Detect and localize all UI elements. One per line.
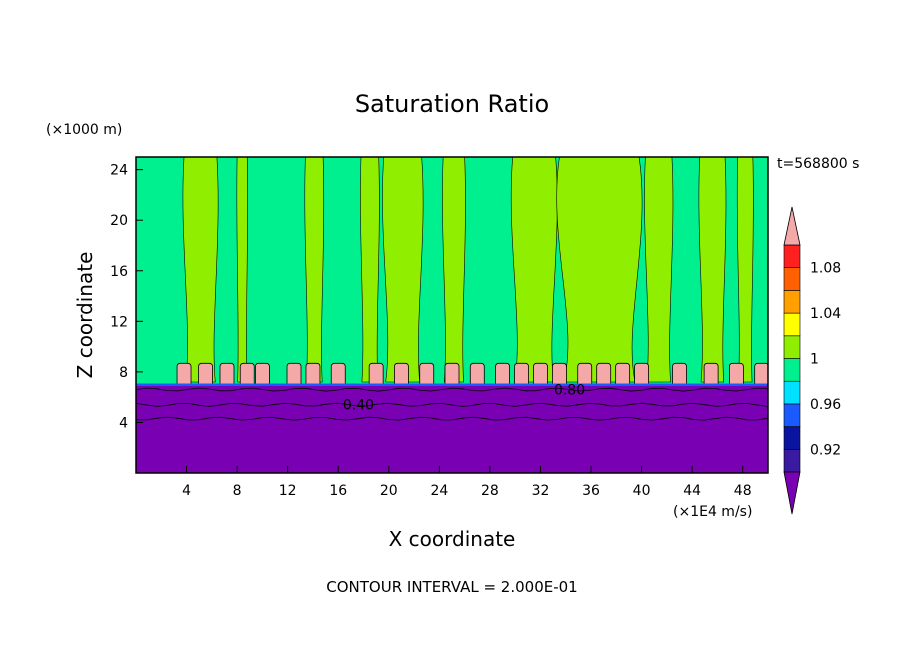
cloud-cell [368, 362, 384, 388]
colorbar-label: 0.96 [810, 397, 841, 413]
cloud-cell [305, 362, 321, 388]
colorbar-label: 0.92 [810, 442, 841, 458]
supersat-column [698, 157, 727, 383]
cloud-cell [533, 362, 548, 388]
colorbar-under-arrow [783, 471, 801, 515]
colorbar-label: 1.04 [810, 306, 841, 322]
cloud-cell [176, 362, 192, 388]
contour-line [136, 387, 768, 392]
x-axis: 4 8 12 16 20 24 28 32 36 40 44 48 [182, 466, 752, 499]
cloud-cell [198, 362, 213, 388]
supersat-column [510, 157, 558, 383]
dry-layer-edge [136, 383, 768, 387]
colorbar-swatch [783, 267, 801, 291]
x-tick-label: 16 [329, 483, 347, 499]
x-tick-label: 20 [380, 483, 398, 499]
supersat-column [644, 157, 674, 383]
cloud-cell [219, 362, 235, 388]
colorbar-swatch [783, 380, 801, 405]
colorbar-label: 1 [810, 352, 819, 368]
y-axis: 4 8 12 16 20 24 [110, 163, 143, 431]
colorbar-over-arrow [783, 206, 801, 246]
cloud-cell [444, 362, 460, 388]
supersat-column [182, 157, 219, 383]
cloud-cell [615, 362, 631, 388]
colorbar-swatch [783, 426, 801, 450]
supersat-column [442, 157, 466, 383]
cloud-cell [754, 362, 768, 388]
cloud-cell [729, 362, 744, 388]
y-tick-label: 4 [119, 415, 128, 431]
x-tick-label: 8 [233, 483, 242, 499]
time-label: t=568800 s [777, 156, 859, 172]
x-tick-label: 24 [430, 483, 448, 499]
colorbar-swatch [783, 403, 801, 427]
colorbar-swatch [783, 448, 801, 473]
colorbar-swatch [783, 358, 801, 382]
cloud-cell [239, 362, 255, 388]
cloud-cell [703, 362, 719, 388]
x-tick-label: 32 [532, 483, 550, 499]
x-tick-label: 40 [633, 483, 651, 499]
colorbar-swatch [783, 244, 801, 269]
cloud-cell [495, 362, 510, 388]
supersat-column [304, 157, 325, 383]
cloud-cell [286, 362, 302, 388]
y-tick-label: 8 [119, 365, 128, 381]
y-tick-label: 16 [110, 264, 128, 280]
supersat-column [236, 157, 248, 383]
contour-line [136, 416, 768, 421]
contour-label: 0.40 [343, 398, 374, 414]
supersat-column [360, 157, 380, 383]
colorbar-swatch [783, 312, 801, 337]
contour-label: 0.80 [554, 383, 585, 399]
cloud-cell [394, 362, 409, 388]
x-tick-label: 44 [683, 483, 701, 499]
supersat-column [556, 157, 643, 383]
y-tick-label: 12 [110, 314, 128, 330]
plot-area: 0.40 0.80 [136, 157, 768, 473]
cloud-cell [672, 362, 687, 388]
supersat-column [736, 157, 754, 383]
y-axis-label: Z coordinate [73, 252, 97, 379]
y-tick-label: 20 [110, 213, 128, 229]
colorbar-swatch [783, 290, 801, 314]
dry-layer [136, 384, 768, 473]
colorbar-label: 1.08 [810, 261, 841, 277]
colorbar-swatch [783, 335, 801, 359]
contour-interval-note: CONTOUR INTERVAL = 2.000E-01 [326, 578, 577, 596]
cloud-cell [514, 362, 529, 388]
x-unit-label: (×1E4 m/s) [673, 504, 752, 520]
x-tick-label: 36 [582, 483, 600, 499]
supersat-column [382, 157, 424, 383]
cloud-cell [330, 362, 346, 388]
cloud-cell [634, 362, 649, 388]
cloud-cell [419, 362, 435, 388]
cloud-cell [469, 362, 485, 388]
x-tick-label: 12 [279, 483, 297, 499]
contour-line [136, 402, 768, 407]
x-tick-label: 28 [481, 483, 499, 499]
y-tick-label: 24 [110, 163, 128, 179]
chart-title: Saturation Ratio [355, 90, 549, 118]
plot-frame [135, 156, 769, 474]
cloud-cell [596, 362, 612, 388]
cloud-cell [254, 362, 270, 388]
x-tick-label: 48 [734, 483, 752, 499]
x-axis-label: X coordinate [389, 527, 516, 551]
y-unit-label: (×1000 m) [46, 122, 122, 138]
colorbar: 0.92 0.96 1 1.04 1.08 [783, 206, 841, 515]
x-tick-label: 4 [182, 483, 191, 499]
